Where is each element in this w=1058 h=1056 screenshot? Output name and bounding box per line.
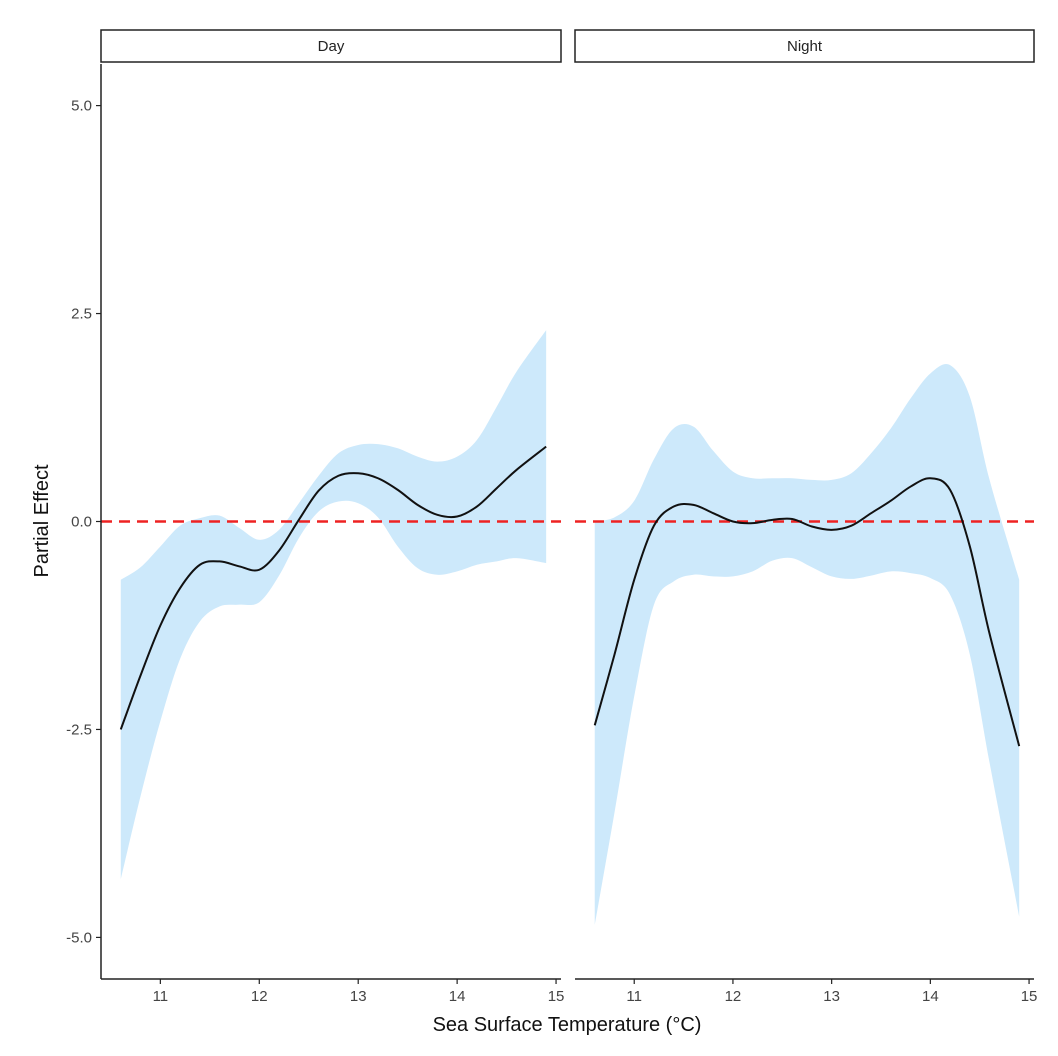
panels-layer: Day 5.0 2.5 0.0 -2.5 -5.0 11 12 13 14 15 Night 11 12 1…	[66, 29, 1038, 1005]
x-tick-label: 12	[725, 988, 742, 1005]
x-axis-title: Sea Surface Temperature (°C)	[433, 1014, 702, 1036]
y-axis-title: Partial Effect	[31, 464, 53, 577]
x-tick-label: 11	[153, 988, 169, 1005]
facet-strip-label: Night	[787, 38, 823, 55]
y-tick-label: -5.0	[66, 929, 92, 946]
panel-day: Day 5.0 2.5 0.0 -2.5 -5.0 11 12 13 14 15	[66, 29, 565, 1005]
facet-strip	[574, 29, 1035, 63]
facet-strip	[100, 29, 562, 63]
facet-strip-label: Day	[318, 38, 345, 55]
y-tick-label: 0.0	[71, 514, 92, 531]
x-tick-label: 14	[449, 988, 466, 1005]
x-tick-label: 12	[251, 988, 268, 1005]
x-tick-label: 15	[1021, 988, 1038, 1005]
y-tick-label: -2.5	[66, 721, 92, 738]
confidence-band	[120, 330, 547, 880]
x-tick-label: 15	[548, 988, 565, 1005]
x-tick-label: 13	[823, 988, 840, 1005]
x-tick-label: 11	[626, 988, 642, 1005]
x-tick-label: 14	[922, 988, 939, 1005]
y-tick-label: 5.0	[71, 98, 92, 115]
x-tick-label: 13	[350, 988, 367, 1005]
confidence-band	[594, 363, 1020, 925]
panel-night: Night 11 12 13 14 15	[574, 29, 1038, 1005]
y-tick-label: 2.5	[71, 306, 92, 323]
smooth-fit-line	[593, 477, 1021, 747]
smooth-fit-line	[119, 445, 547, 730]
